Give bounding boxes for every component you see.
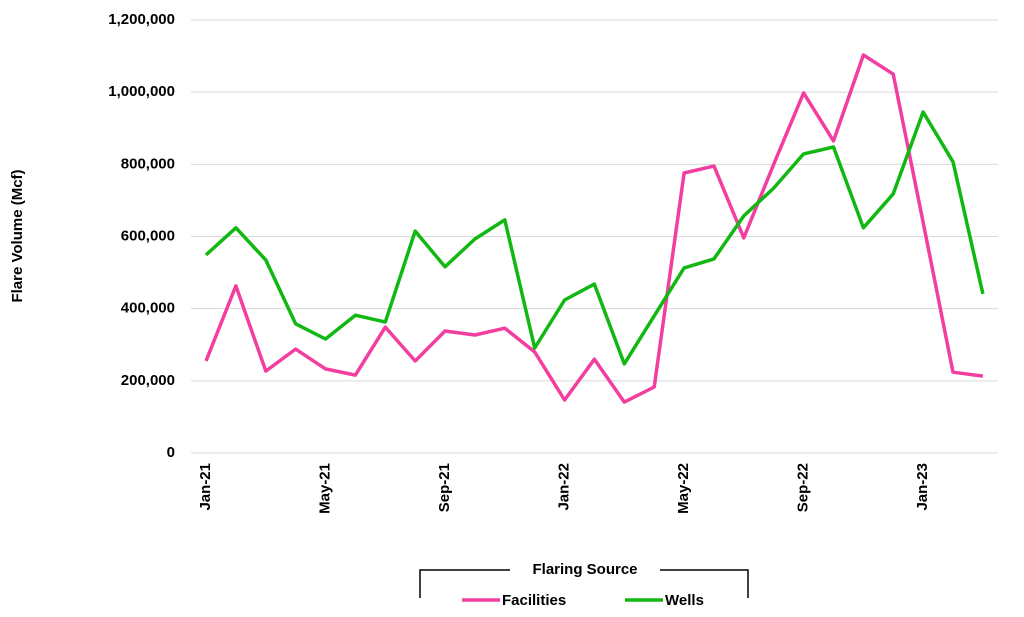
y-tick-label: 400,000 bbox=[121, 300, 175, 317]
x-tick-label: May-22 bbox=[675, 463, 692, 514]
x-tick-label: Sep-21 bbox=[436, 463, 453, 512]
legend-bracket bbox=[419, 569, 749, 598]
y-tick-label: 800,000 bbox=[121, 155, 175, 172]
y-axis-label: Flare Volume (Mcf) bbox=[9, 169, 26, 302]
x-tick-label: Jan-22 bbox=[556, 463, 573, 511]
x-tick-label: Jan-23 bbox=[914, 463, 931, 511]
y-tick-label: 0 bbox=[167, 444, 175, 461]
y-tick-label: 200,000 bbox=[121, 372, 175, 389]
x-tick-label: Jan-21 bbox=[197, 463, 214, 511]
legend-title: Flaring Source bbox=[532, 561, 637, 578]
legend-label: Wells bbox=[665, 592, 704, 609]
series-line bbox=[204, 53, 984, 404]
legend: Facilities Wells bbox=[462, 592, 704, 609]
y-tick-label: 1,000,000 bbox=[108, 83, 175, 100]
series-line bbox=[204, 110, 985, 366]
y-tick-label: 600,000 bbox=[121, 227, 175, 244]
legend-label: Facilities bbox=[502, 592, 566, 609]
y-tick-label: 1,200,000 bbox=[108, 11, 175, 28]
x-tick-label: May-21 bbox=[316, 463, 333, 514]
x-tick-label: Sep-22 bbox=[795, 463, 812, 512]
